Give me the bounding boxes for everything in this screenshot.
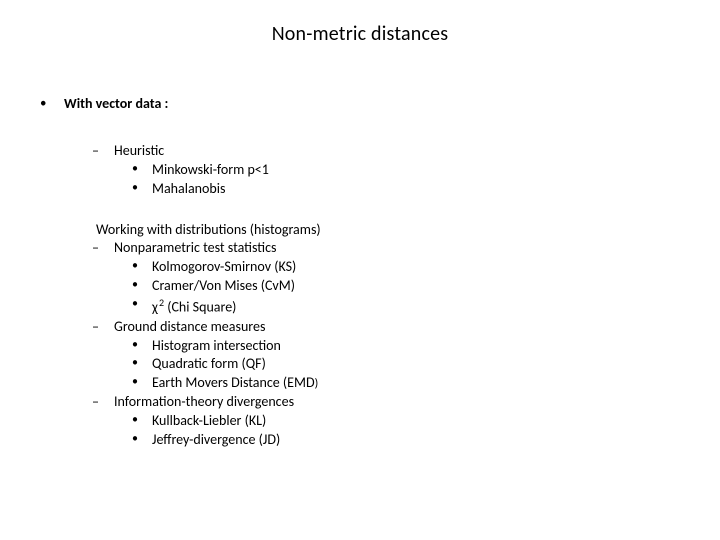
dot-icon: •: [132, 258, 152, 274]
jd-label: Jeffrey-divergence (JD): [152, 431, 280, 450]
bullet-lvl2: • χ2 (Chi Square): [132, 296, 321, 318]
distributions-header: Working with distributions (histograms): [96, 221, 321, 240]
bullet-lvl2: • Histogram intersection: [132, 337, 321, 356]
bullet-lvl2: • Kolmogorov-Smirnov (KS): [132, 258, 321, 277]
bullet-lvl2: • Cramer/Von Mises (CvM): [132, 277, 321, 296]
info-label: Information-theory divergences: [114, 393, 294, 412]
dot-icon: •: [132, 277, 152, 293]
ground-label: Ground distance measures: [114, 318, 265, 337]
bullet-lvl1: – Nonparametric test statistics: [92, 239, 321, 258]
bullet-lvl2: • Jeffrey-divergence (JD): [132, 431, 321, 450]
emd-label: Earth Movers Distance (EMD): [152, 374, 318, 393]
ks-label: Kolmogorov-Smirnov (KS): [152, 258, 296, 277]
dash-icon: –: [92, 239, 114, 258]
qf-label: Quadratic form (QF): [152, 355, 266, 374]
bullet-lvl1: – Heuristic: [92, 142, 321, 161]
dot-icon: •: [132, 296, 152, 312]
bullet-lvl2: • Mahalanobis: [132, 180, 321, 199]
bullet-lvl2: • Kullback-Liebler (KL): [132, 412, 321, 431]
dot-icon: •: [132, 161, 152, 177]
minkowski-label: Minkowski-form p<1: [152, 161, 269, 180]
hist-label: Histogram intersection: [152, 337, 281, 356]
dot-icon: •: [132, 431, 152, 447]
root-label: With vector data :: [64, 95, 168, 114]
mahalanobis-label: Mahalanobis: [152, 180, 225, 199]
heuristic-label: Heuristic: [114, 142, 164, 161]
bullet-lvl0: • With vector data :: [40, 95, 321, 114]
dot-icon: •: [132, 180, 152, 196]
dot-icon: •: [132, 355, 152, 371]
slide-title: Non-metric distances: [0, 0, 720, 46]
dash-icon: –: [92, 393, 114, 412]
dot-icon: •: [40, 95, 64, 113]
dot-icon: •: [132, 412, 152, 428]
bullet-lvl1: – Information-theory divergences: [92, 393, 321, 412]
bullet-lvl2: • Minkowski-form p<1: [132, 161, 321, 180]
kl-label: Kullback-Liebler (KL): [152, 412, 266, 431]
dash-icon: –: [92, 318, 114, 337]
bullet-lvl1: – Ground distance measures: [92, 318, 321, 337]
dot-icon: •: [132, 374, 152, 390]
bullet-lvl2: • Quadratic form (QF): [132, 355, 321, 374]
nonparam-label: Nonparametric test statistics: [114, 239, 276, 258]
cvm-label: Cramer/Von Mises (CvM): [152, 277, 295, 296]
dot-icon: •: [132, 337, 152, 353]
bullet-lvl2: • Earth Movers Distance (EMD): [132, 374, 321, 393]
chi-label: χ2 (Chi Square): [152, 296, 236, 318]
slide-body: • With vector data : – Heuristic • Minko…: [40, 95, 321, 450]
dash-icon: –: [92, 142, 114, 161]
